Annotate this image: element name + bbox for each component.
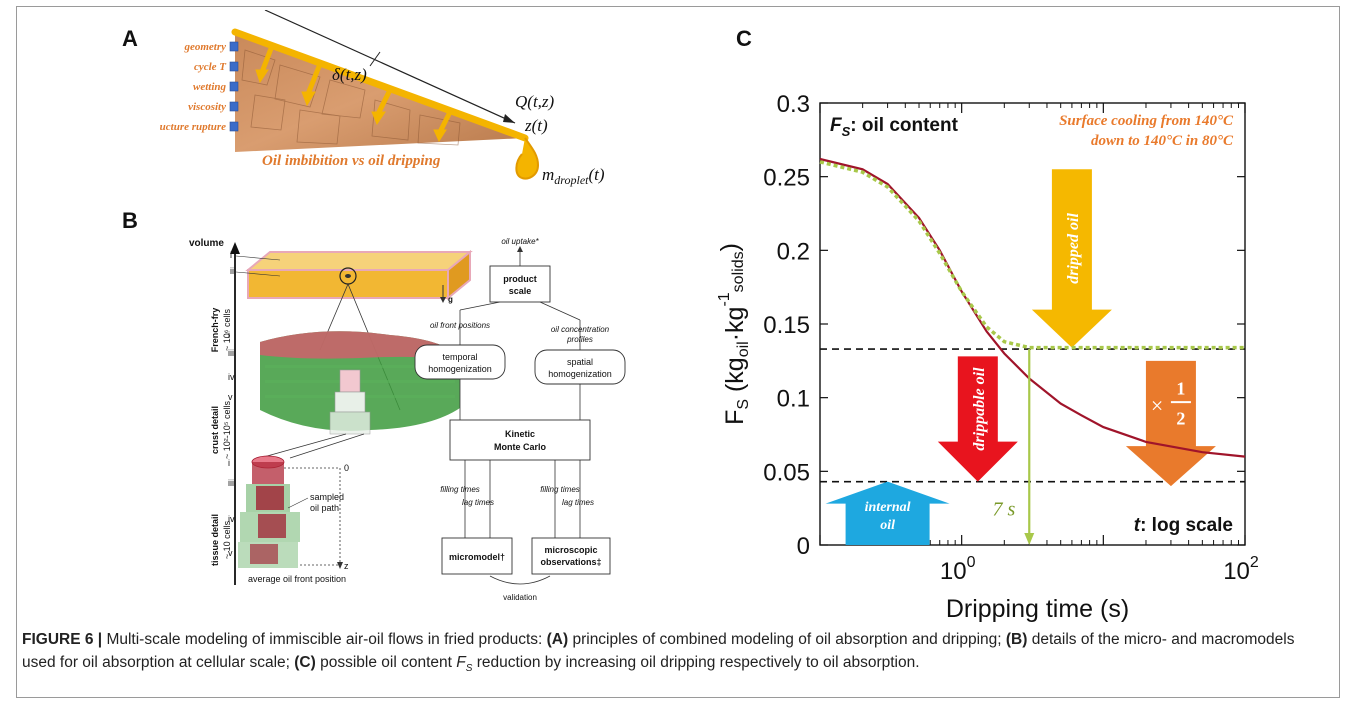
flow-validation: validation bbox=[503, 593, 537, 602]
oil-film bbox=[231, 28, 529, 142]
crust-roman-v: v bbox=[228, 392, 233, 402]
crust-block bbox=[260, 331, 460, 435]
panel-a-title: Oil imbibition vs oil dripping bbox=[262, 153, 441, 169]
y-tick-label: 0.15 bbox=[763, 312, 810, 339]
surface-cooling-line-1: Surface cooling from 140°C bbox=[1059, 113, 1234, 129]
seven-s-label: 7 s bbox=[992, 499, 1015, 521]
factor-viscosity: viscosity bbox=[188, 101, 226, 113]
factor-rupture: Structure rupture bbox=[160, 121, 226, 133]
factor-wetting: wetting bbox=[193, 81, 227, 93]
flow-lag-1: lag times bbox=[462, 498, 494, 507]
tissue-cells bbox=[238, 455, 300, 568]
flow-filling-2: filling times bbox=[540, 485, 580, 494]
crust-roman-iv: iv bbox=[228, 372, 235, 382]
svg-text:observations‡: observations‡ bbox=[540, 557, 601, 567]
french-fry-bar bbox=[245, 249, 473, 301]
x-tick-label: 102 bbox=[1223, 554, 1259, 585]
oil-droplet bbox=[515, 137, 540, 180]
fry-roman-i: i bbox=[230, 250, 232, 260]
figure-frame bbox=[16, 6, 1340, 698]
q-label: Q(t,z) bbox=[515, 92, 555, 111]
x-axis-label: Dripping time (s) bbox=[946, 595, 1129, 623]
series-line-0 bbox=[819, 157, 1246, 458]
drippable-oil-label: drippable oil bbox=[971, 367, 988, 451]
y-tick-label: 0.2 bbox=[777, 238, 810, 265]
half-arrow bbox=[1125, 360, 1216, 487]
y-tick-label: 0.25 bbox=[763, 165, 810, 192]
y-axis-label: FS (kgoil·kg-1solids) bbox=[716, 243, 752, 425]
half-num: 1 bbox=[1176, 378, 1185, 398]
y-tick-label: 0.1 bbox=[777, 386, 810, 413]
flowchart: oil uptake* product scale oil front posi… bbox=[414, 237, 626, 602]
crust-roman-iii: iii bbox=[228, 348, 234, 358]
factor-geometry: geometry bbox=[183, 41, 226, 53]
drippable-oil-arrow bbox=[937, 356, 1018, 482]
svg-text:scale: scale bbox=[509, 286, 532, 296]
caption-label: FIGURE 6 | bbox=[22, 631, 103, 648]
internal-oil-label-1: internal bbox=[865, 500, 911, 515]
crust-roman-i: i bbox=[228, 330, 230, 340]
z-depth-label: z bbox=[344, 561, 349, 571]
volume-axis-label: volume bbox=[189, 238, 224, 249]
svg-text:temporal: temporal bbox=[442, 352, 477, 362]
sampled-path-label: sampled bbox=[310, 492, 344, 502]
svg-text:Monte Carlo: Monte Carlo bbox=[494, 442, 547, 452]
panel-letter-a: A bbox=[122, 26, 138, 51]
scale-french-fry: French-fry bbox=[210, 308, 220, 353]
flow-oil-front: oil front positions bbox=[430, 321, 490, 330]
panel-letter-b: B bbox=[122, 208, 138, 233]
internal-oil-arrow bbox=[825, 481, 950, 545]
tissue-roman-v: v bbox=[228, 548, 233, 558]
flow-oil-uptake: oil uptake* bbox=[501, 237, 539, 246]
scale-tissue: tissue detail bbox=[210, 514, 220, 566]
seven-s-arrowhead bbox=[1024, 533, 1035, 545]
m-droplet-label: mdroplet(t) bbox=[542, 165, 605, 187]
flow-lag-2: lag times bbox=[562, 498, 594, 507]
tissue-roman-iv: iv bbox=[228, 514, 235, 524]
svg-text:product: product bbox=[503, 274, 537, 284]
fry-roman-ii: ii bbox=[230, 266, 234, 276]
panel-b-multiscale: volume French-fry ~ 10⁶ cells crust deta… bbox=[189, 237, 626, 602]
y-tick-label: 0 bbox=[797, 533, 810, 560]
gravity-label: g bbox=[448, 295, 453, 304]
flow-filling-1: filling times bbox=[440, 485, 480, 494]
svg-text:spatial: spatial bbox=[567, 357, 593, 367]
tissue-roman-iii: iii bbox=[228, 478, 234, 488]
panel-a-schematic: geometry cycle T wetting viscosity Struc… bbox=[160, 10, 605, 187]
zero-label: 0 bbox=[344, 463, 349, 473]
y-tick-label: 0.3 bbox=[777, 91, 810, 118]
svg-text:homogenization: homogenization bbox=[548, 369, 612, 379]
svg-text:oil concentration: oil concentration bbox=[551, 325, 610, 334]
plot-frame bbox=[819, 102, 1246, 546]
half-times: × bbox=[1151, 393, 1163, 418]
delta-label: δ(t,z) bbox=[332, 65, 367, 84]
z-label: z(t) bbox=[524, 116, 548, 135]
svg-text:Kinetic: Kinetic bbox=[505, 429, 535, 439]
scale-crust: crust detail bbox=[210, 406, 220, 454]
factor-cycle: cycle T bbox=[194, 61, 227, 73]
x-tick-label: 100 bbox=[940, 554, 976, 585]
svg-text:microscopic: microscopic bbox=[544, 545, 597, 555]
tissue-roman-i: i bbox=[228, 458, 230, 468]
dripped-oil-label: dripped oil bbox=[1065, 213, 1082, 284]
scale-french-fry-cells: ~ 10⁶ cells bbox=[222, 309, 232, 351]
svg-text:homogenization: homogenization bbox=[428, 364, 492, 374]
svg-text:profiles: profiles bbox=[566, 335, 593, 344]
sampled-path-label-2: oil path bbox=[310, 503, 339, 513]
surface-cooling-line-2: down to 140°C in 80°C bbox=[1091, 133, 1234, 149]
scale-tissue-cells: ~ 10 cells bbox=[222, 520, 232, 559]
half-den: 2 bbox=[1176, 409, 1185, 429]
panel-c-chart: 0 0.05 0.1 0.15 0.2 0.25 0.3 100 102 Dripping tim… bbox=[716, 91, 1259, 623]
y-tick-label: 0.05 bbox=[763, 459, 810, 486]
fs-oil-content-label: FS: oil content bbox=[830, 115, 959, 139]
t-log-scale-label: t: log scale bbox=[1134, 515, 1233, 536]
dripped-oil-arrow bbox=[1031, 169, 1112, 348]
flow-micromodel: micromodel† bbox=[449, 552, 505, 562]
scale-crust-cells: ~ 10²-10⁵ cells bbox=[222, 401, 232, 460]
series-line-1 bbox=[819, 160, 1245, 350]
internal-oil-label-2: oil bbox=[880, 518, 895, 533]
avg-front-label: average oil front position bbox=[248, 574, 346, 584]
figure-caption: FIGURE 6 | Multi-scale modeling of immis… bbox=[22, 631, 1295, 675]
panel-letter-c: C bbox=[736, 26, 752, 51]
